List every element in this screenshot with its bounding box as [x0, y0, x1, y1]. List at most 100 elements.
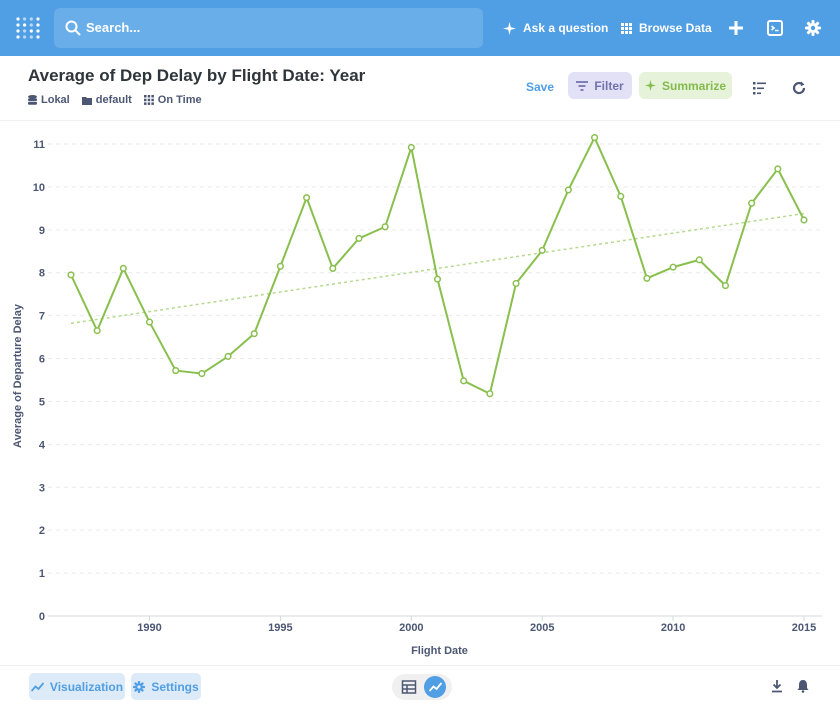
search-icon [65, 20, 81, 36]
data-point [617, 192, 625, 200]
data-point [119, 264, 127, 272]
settings-label: Settings [151, 679, 199, 694]
visualization-button[interactable]: Visualization [29, 673, 125, 700]
data-point [93, 327, 101, 335]
line-chart: 0 1 2 3 4 5 6 7 8 9 10 11 1990 1995 2000 2005 2010 2015 Fl… [12, 134, 822, 657]
filter-icon [576, 80, 589, 91]
settings-gear-button[interactable] [802, 17, 824, 39]
x-tick-label: 2005 [530, 622, 554, 634]
data-point [512, 279, 520, 288]
search-bar[interactable]: Search... [54, 8, 483, 48]
data-point [303, 194, 311, 202]
y-tick-label: 11 [33, 139, 45, 151]
data-point [198, 370, 206, 378]
browse-data-label: Browse Data [639, 21, 712, 35]
data-point [276, 262, 284, 270]
settings-button[interactable]: Settings [131, 673, 201, 700]
data-point [460, 377, 468, 385]
y-tick-label: 0 [39, 611, 45, 623]
search-placeholder: Search... [86, 20, 141, 35]
question-header: Average of Dep Delay by Flight Date: Yea… [0, 56, 840, 121]
data-point [748, 199, 756, 207]
y-tick-label: 4 [39, 439, 46, 451]
breadcrumb-table-label: On Time [157, 94, 202, 106]
data-point [695, 256, 703, 264]
notebook-editor-icon[interactable] [752, 80, 768, 96]
folder-icon [81, 96, 92, 105]
breadcrumb: Lokal default On Time [28, 94, 214, 106]
sql-editor-button[interactable] [764, 17, 786, 39]
ask-question-label: Ask a question [523, 21, 609, 35]
grid-icon [621, 22, 632, 34]
breadcrumb-schema[interactable]: default [81, 94, 132, 106]
visualization-label: Visualization [49, 679, 124, 694]
new-button[interactable] [725, 17, 747, 39]
y-tick-label: 10 [33, 182, 45, 194]
y-tick-label: 8 [39, 268, 45, 280]
line-chart-icon [30, 681, 44, 692]
y-tick-label: 1 [39, 568, 45, 580]
save-button[interactable]: Save [526, 80, 555, 94]
chart-view-toggle[interactable] [424, 676, 446, 698]
x-tick-label: 1995 [268, 622, 292, 634]
footer-bar: Visualization Settings [0, 665, 840, 707]
data-point [591, 134, 599, 142]
summarize-label: Summarize [661, 78, 727, 93]
summarize-button[interactable]: Summarize [639, 72, 732, 99]
data-point [172, 367, 180, 375]
data-point [669, 263, 677, 271]
gear-icon [133, 680, 146, 693]
filter-button[interactable]: Filter [568, 72, 632, 99]
refresh-icon[interactable] [791, 80, 807, 96]
database-icon [28, 95, 37, 105]
x-tick-label: 1990 [137, 622, 161, 634]
y-tick-label: 7 [39, 311, 45, 323]
line-chart-icon [428, 682, 442, 692]
data-point [564, 186, 572, 194]
y-axis-label: Average of Departure Delay [12, 303, 24, 448]
table-grid-icon [143, 95, 154, 105]
top-navbar: Search... Ask a question Browse Data [0, 0, 840, 56]
data-point [643, 274, 651, 282]
display-toggle [392, 674, 452, 700]
x-tick-label: 2000 [399, 622, 423, 634]
plus-icon [729, 21, 743, 35]
gear-icon [805, 20, 821, 36]
bell-icon[interactable] [796, 679, 810, 693]
breadcrumb-schema-label: default [95, 94, 132, 106]
data-point [355, 234, 363, 242]
data-point [774, 165, 782, 173]
y-tick-label: 9 [39, 225, 45, 237]
sparkle-icon [503, 21, 516, 35]
data-point [538, 246, 546, 254]
breadcrumb-table[interactable]: On Time [143, 94, 202, 106]
table-icon[interactable] [401, 679, 417, 695]
terminal-icon [767, 20, 783, 36]
data-point [329, 264, 337, 272]
data-point [486, 390, 494, 398]
trend-line [70, 212, 805, 325]
download-icon[interactable] [770, 679, 784, 693]
sparkle-icon [644, 80, 656, 91]
y-tick-label: 2 [39, 525, 45, 537]
series-line [70, 136, 805, 395]
x-tick-label: 2015 [792, 622, 816, 634]
y-tick-label: 3 [39, 482, 45, 494]
data-point [250, 330, 258, 338]
y-tick-label: 5 [39, 396, 45, 408]
data-point [67, 271, 75, 279]
data-point [721, 282, 730, 290]
breadcrumb-database-label: Lokal [41, 94, 70, 106]
x-tick-label: 2010 [661, 622, 685, 634]
browse-data-button[interactable]: Browse Data [621, 18, 712, 38]
data-point [381, 223, 389, 231]
data-point [407, 143, 415, 151]
y-tick-label: 6 [39, 354, 45, 366]
data-point [800, 216, 808, 224]
data-point [145, 318, 154, 326]
filter-label: Filter [594, 78, 624, 93]
ask-question-button[interactable]: Ask a question [503, 18, 608, 38]
data-point [224, 352, 232, 360]
breadcrumb-database[interactable]: Lokal [28, 94, 70, 106]
metabase-logo-icon[interactable] [16, 17, 40, 39]
